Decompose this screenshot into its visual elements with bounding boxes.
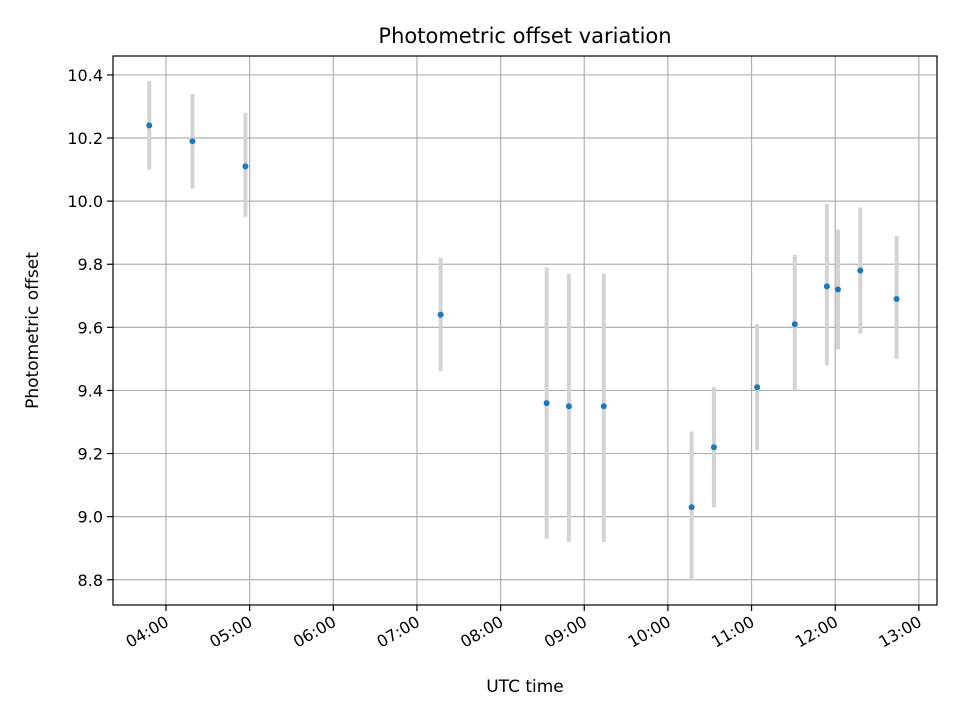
- data-point: [242, 163, 249, 170]
- grid: [113, 56, 937, 605]
- y-tick-label: 10.2: [67, 129, 103, 148]
- data-point: [543, 400, 550, 407]
- y-tick-label: 9.0: [78, 508, 103, 527]
- data-point: [189, 138, 196, 145]
- data-point: [754, 384, 761, 391]
- y-tick-label: 9.8: [78, 255, 103, 274]
- plot-frame: [112, 55, 938, 606]
- y-tick-label: 8.8: [78, 571, 103, 590]
- y-tick-label: 9.6: [78, 318, 103, 337]
- y-tick-label: 10.0: [67, 192, 103, 211]
- y-tick-label: 9.2: [78, 445, 103, 464]
- data-point: [600, 403, 607, 410]
- y-tick-label: 9.4: [78, 381, 103, 400]
- data-point: [835, 286, 842, 293]
- y-axis-label: Photometric offset: [23, 252, 43, 409]
- data-point: [823, 283, 830, 290]
- data-point: [437, 311, 444, 318]
- chart-title: Photometric offset variation: [378, 24, 671, 48]
- data-point: [893, 295, 900, 302]
- data-point: [146, 122, 153, 129]
- x-axis-label: UTC time: [486, 677, 564, 697]
- data-point: [710, 444, 717, 451]
- data-point: [565, 403, 572, 410]
- y-tick-label: 10.4: [67, 66, 103, 85]
- data-point: [791, 321, 798, 328]
- data-point: [857, 267, 864, 274]
- data-point: [688, 504, 695, 511]
- data-points: [146, 122, 900, 511]
